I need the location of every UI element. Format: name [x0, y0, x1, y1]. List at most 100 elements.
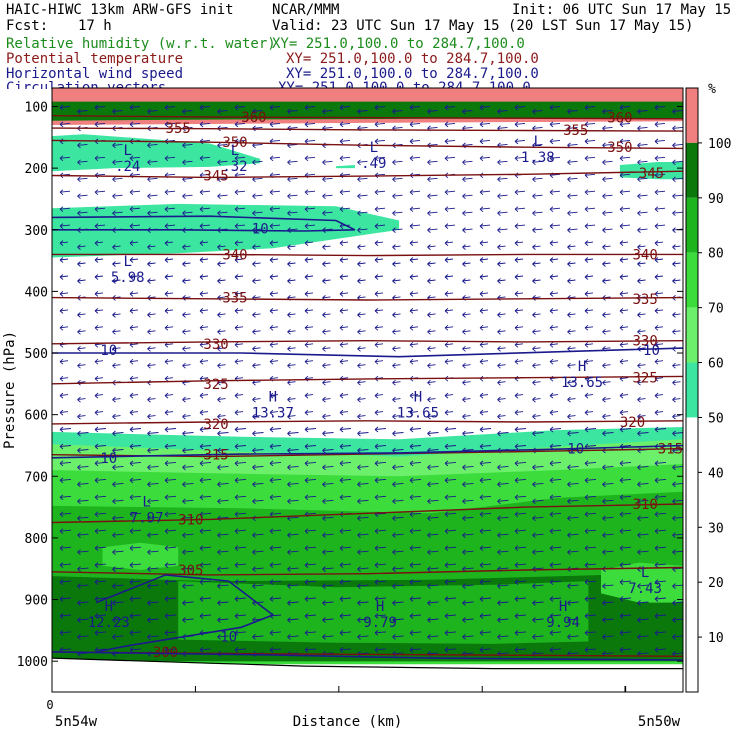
wind-vector	[339, 443, 352, 450]
wind-vector	[217, 362, 226, 369]
wind-vector	[462, 396, 471, 403]
wind-vector	[374, 647, 387, 653]
wind-vector	[59, 460, 72, 467]
wind-vector	[199, 511, 212, 518]
wind-vector	[129, 613, 142, 619]
wind-vector	[357, 379, 366, 386]
wind-vector	[147, 447, 159, 454]
wind-vector	[672, 634, 684, 640]
wind-vector	[514, 426, 527, 433]
wind-vector	[497, 396, 506, 403]
wind-vector	[217, 108, 228, 115]
wind-vector	[234, 460, 247, 467]
wind-vector	[532, 345, 541, 352]
wind-vector	[59, 579, 72, 585]
wind-vector	[584, 528, 597, 535]
wind-vector	[357, 328, 366, 335]
wind-vector	[182, 532, 194, 539]
wind-vector	[304, 257, 314, 263]
isentrope-335	[51, 296, 684, 301]
wind-vector	[462, 108, 473, 115]
wind-vector	[199, 579, 212, 585]
wind-vector	[129, 291, 139, 297]
wind-vector	[357, 515, 369, 522]
wind-vector	[532, 430, 544, 437]
wind-vector	[444, 155, 456, 162]
isentrope-label: 320	[203, 417, 228, 433]
wind-vector	[164, 358, 174, 365]
wind-vector	[602, 464, 614, 471]
wind-vector	[654, 460, 667, 467]
colorbar-bin	[686, 362, 698, 418]
wind-vector	[94, 223, 106, 229]
wind-vector	[602, 481, 614, 488]
wind-vector	[567, 532, 579, 539]
wind-vector	[462, 430, 474, 437]
wind-vector	[532, 312, 541, 318]
isentrope-360	[51, 115, 684, 120]
wind-vector	[462, 583, 474, 589]
wind-vector	[129, 426, 142, 433]
wind-vector	[497, 481, 509, 488]
wind-vector	[462, 515, 474, 522]
wind-vector	[619, 545, 632, 552]
wind-vector	[252, 193, 263, 200]
wind-vector	[532, 227, 543, 233]
wind-vector	[409, 308, 419, 314]
wind-vector	[129, 596, 142, 602]
field-rh-xy: XY= 251.0,100.0 to 284.7,100.0	[272, 36, 525, 52]
wind-vector	[182, 244, 191, 250]
wind-vector	[514, 579, 527, 585]
wind-vector	[392, 413, 401, 420]
wind-vector	[217, 244, 226, 250]
wind-vector	[234, 409, 244, 416]
wind-vector	[637, 617, 649, 623]
wind-vector	[584, 426, 597, 433]
wind-vector	[409, 545, 422, 552]
wind-vector	[304, 494, 317, 501]
wind-vector	[339, 409, 349, 416]
wind-vector	[567, 498, 579, 505]
isentrope-320	[51, 420, 684, 425]
wind-vector	[479, 528, 492, 535]
wind-vector	[444, 511, 457, 518]
wind-vector	[567, 261, 576, 267]
wind-vector	[129, 494, 142, 501]
wind-vector	[619, 104, 631, 111]
wind-vector	[637, 396, 646, 403]
wind-vector	[532, 244, 541, 250]
wind-vector	[392, 362, 401, 369]
wind-vector	[304, 426, 317, 433]
wind-vector	[59, 291, 69, 297]
wind-vector	[112, 396, 121, 403]
wind-vector	[392, 600, 404, 606]
wind-vector	[567, 515, 579, 522]
colorbar-bin	[686, 417, 698, 473]
wind-vector	[59, 274, 69, 280]
wind-vector	[549, 426, 562, 433]
wind-vector	[392, 193, 403, 200]
wind-vector	[234, 240, 244, 246]
wind-vector	[479, 104, 491, 111]
wind-vector	[217, 193, 228, 200]
isentrope-label: 320	[620, 415, 645, 431]
wind-vector	[532, 210, 543, 217]
wind-vector	[602, 210, 613, 217]
wind-vector	[602, 600, 614, 606]
wind-speed-label: 10	[643, 343, 660, 359]
wind-vector	[637, 210, 648, 217]
wind-vector	[217, 464, 229, 471]
wind-vector	[357, 108, 368, 115]
wind-vector	[654, 274, 664, 280]
wind-vector	[672, 108, 683, 115]
wind-vector	[287, 345, 296, 352]
wind-vector	[532, 362, 541, 369]
wind-vector	[357, 600, 369, 606]
wind-vector	[584, 257, 594, 263]
wind-vector	[654, 562, 667, 568]
isentrope-325	[51, 375, 684, 385]
wind-vector	[497, 362, 506, 369]
wind-vector	[462, 549, 474, 556]
wind-vector	[199, 341, 209, 348]
wind-vector	[567, 481, 579, 488]
